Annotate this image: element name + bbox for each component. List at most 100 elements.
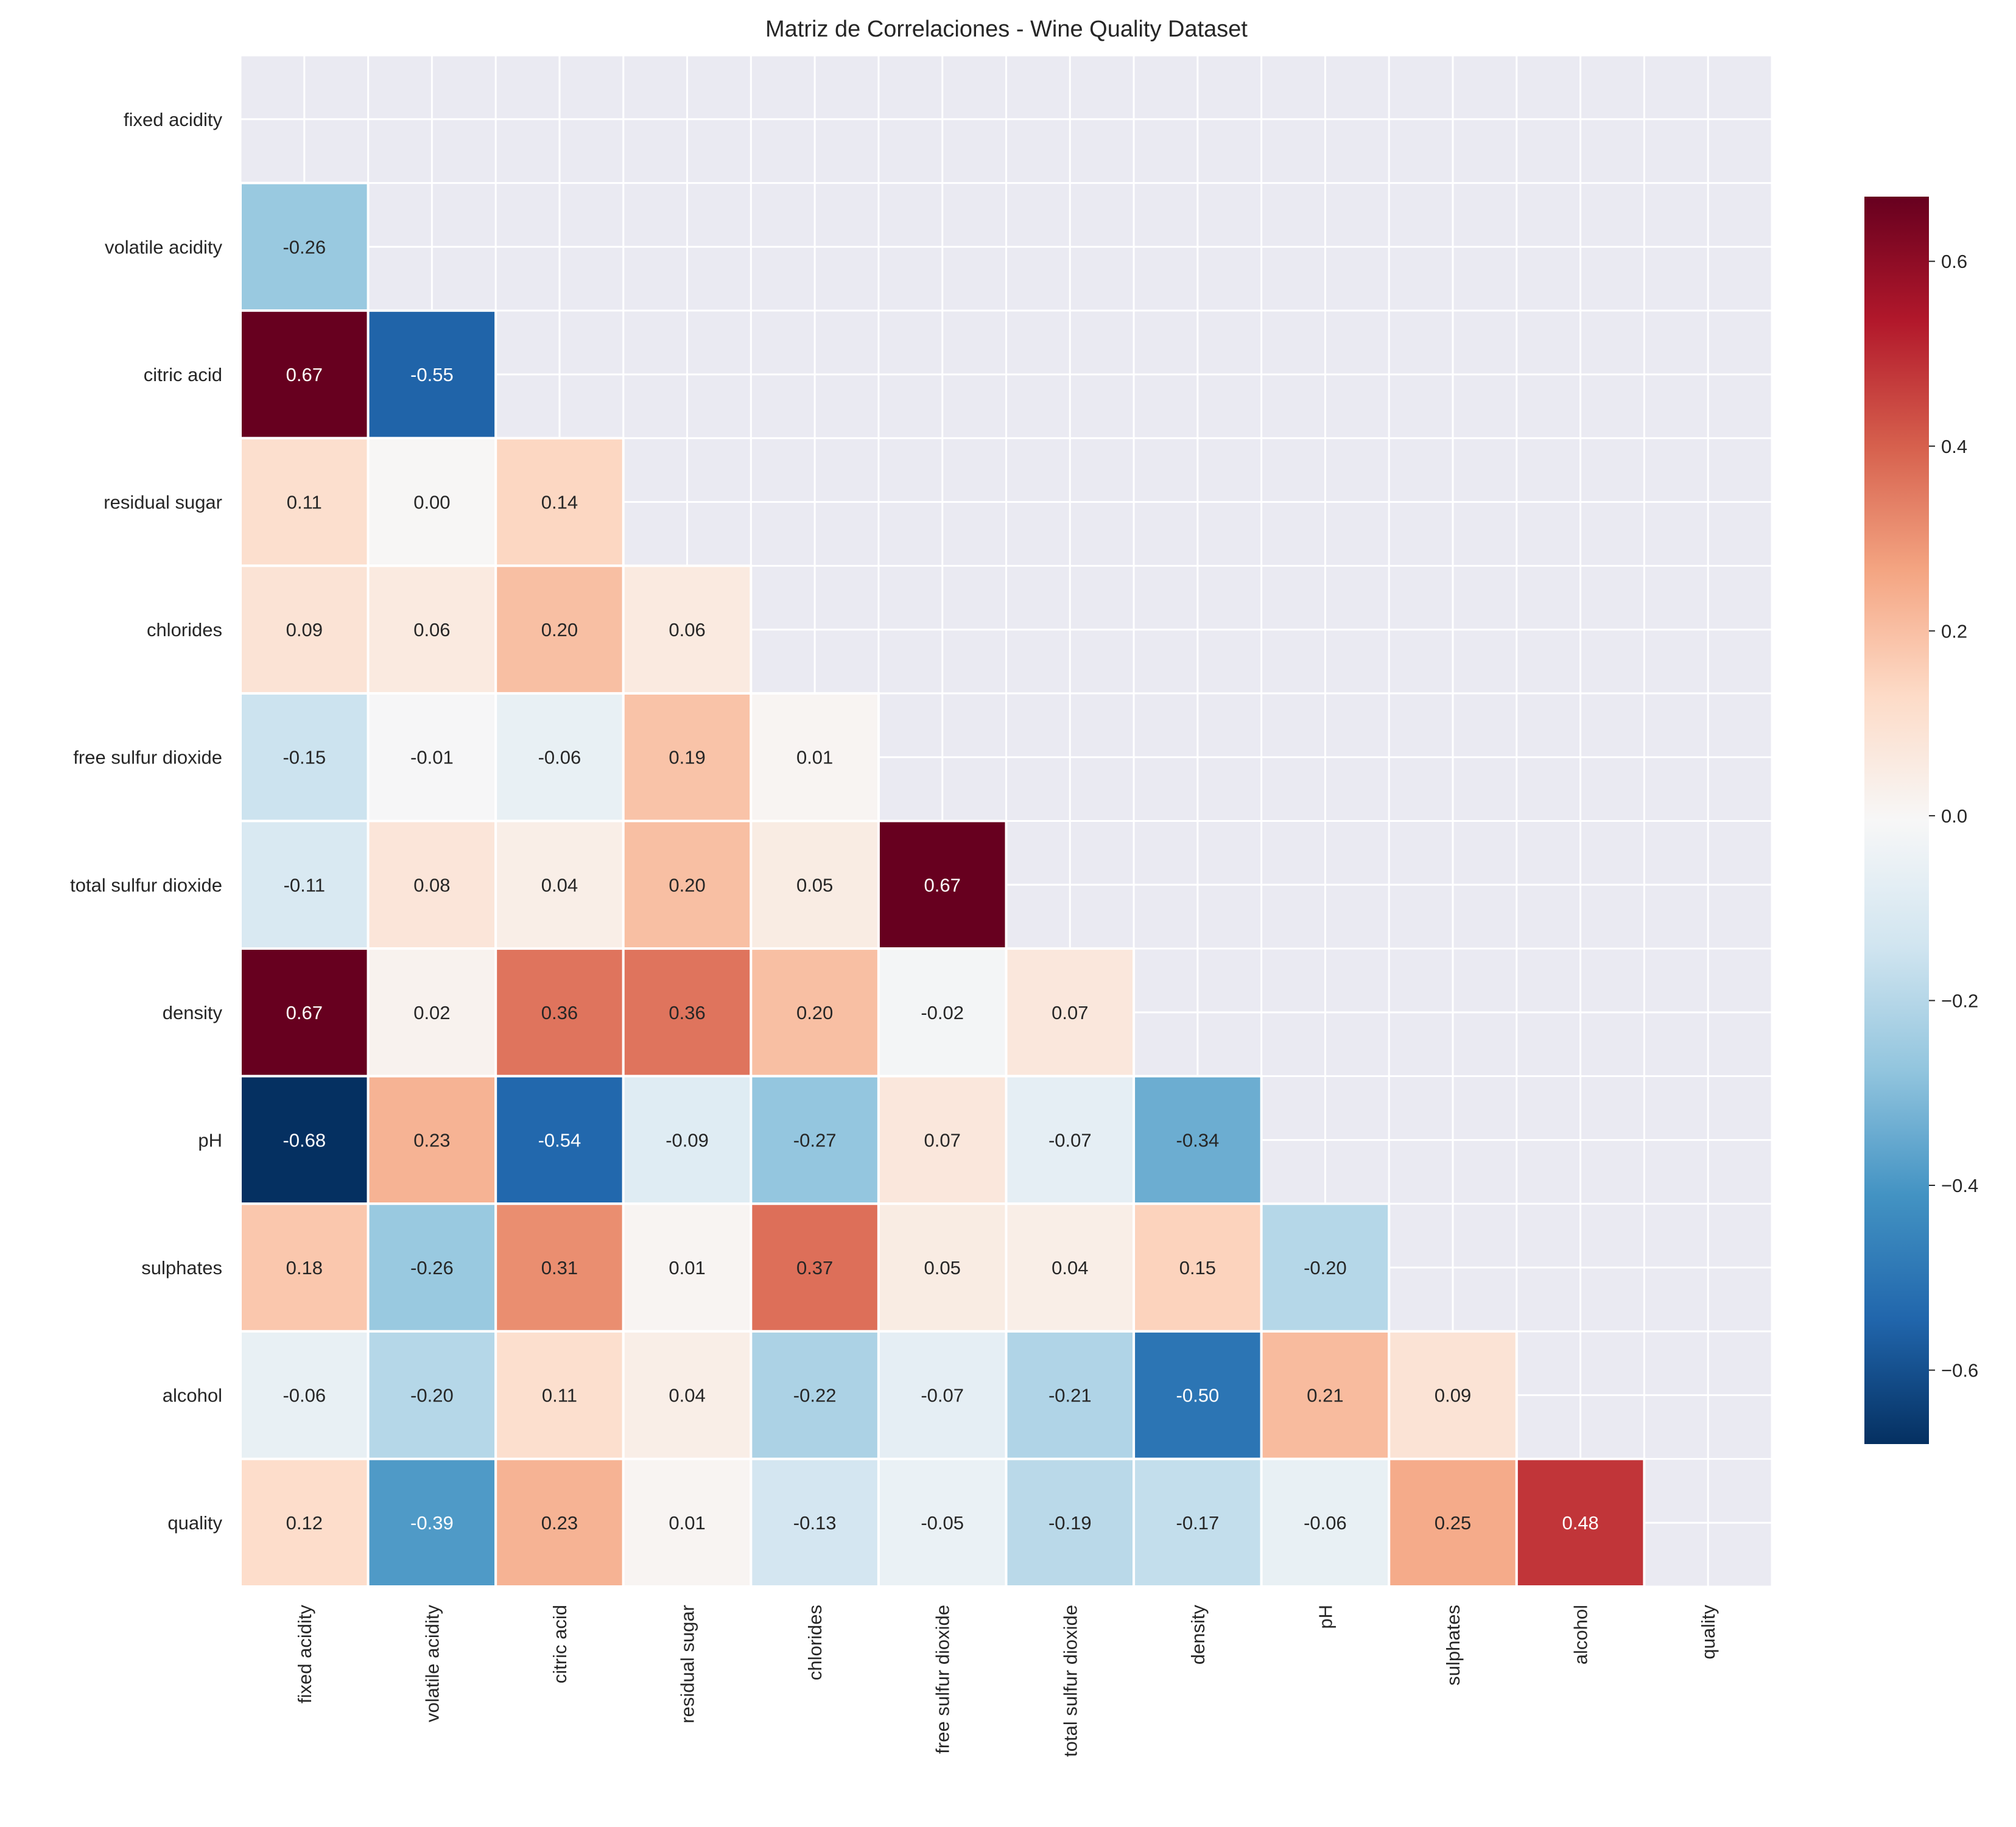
- heatmap-cell: [367, 1457, 497, 1588]
- cell-value-label: 0.15: [1179, 1257, 1216, 1278]
- cell-value-label: 0.12: [286, 1512, 323, 1534]
- cell-value-label: 0.67: [286, 364, 323, 385]
- heatmap-cell: [494, 1202, 625, 1333]
- heatmap-cell: [239, 309, 370, 440]
- heatmap-cell: [239, 1330, 370, 1461]
- x-tick-label: volatile acidity: [421, 1605, 443, 1722]
- colorbar-tick-label: −0.4: [1941, 1175, 1978, 1196]
- heatmap-cell: [750, 1202, 880, 1333]
- cell-value-label: -0.26: [283, 236, 326, 258]
- cell-value-label: 0.25: [1435, 1512, 1471, 1534]
- cell-value-label: -0.06: [538, 747, 581, 768]
- cell-value-label: 0.05: [796, 874, 833, 896]
- cell-value-label: -0.05: [921, 1512, 964, 1534]
- y-tick-label: pH: [198, 1129, 222, 1151]
- y-tick-label: alcohol: [163, 1385, 222, 1406]
- cell-value-label: 0.37: [796, 1257, 833, 1278]
- heatmap-cell: [1260, 1457, 1391, 1588]
- cell-value-label: -0.13: [793, 1512, 837, 1534]
- cell-value-label: 0.01: [796, 747, 833, 768]
- x-tick-label: density: [1187, 1605, 1209, 1665]
- x-tick-label: alcohol: [1570, 1605, 1592, 1664]
- heatmap-cell: [494, 437, 625, 567]
- heatmap-cell: [1133, 1457, 1263, 1588]
- heatmap-cell: [622, 819, 753, 950]
- heatmap-cell: [239, 564, 370, 695]
- cell-value-label: -0.15: [283, 747, 326, 768]
- cell-value-label: 0.21: [1307, 1385, 1343, 1406]
- heatmap-cell: [494, 947, 625, 1078]
- cell-value-label: 0.07: [1052, 1002, 1088, 1023]
- cell-value-label: -0.07: [1048, 1129, 1092, 1151]
- cell-value-label: 0.36: [669, 1002, 705, 1023]
- cell-value-label: -0.55: [410, 364, 454, 385]
- cell-value-label: -0.22: [793, 1385, 837, 1406]
- colorbar-tick-label: 0.6: [1941, 251, 1967, 272]
- cell-value-label: -0.17: [1176, 1512, 1220, 1534]
- heatmap-cell: [1260, 1330, 1391, 1461]
- heatmap-cell: [239, 819, 370, 950]
- cell-value-label: -0.06: [1304, 1512, 1347, 1534]
- cell-value-label: 0.23: [413, 1129, 450, 1151]
- cell-value-label: 0.31: [541, 1257, 578, 1278]
- heatmap-cell: [494, 819, 625, 950]
- heatmap-cell: [239, 947, 370, 1078]
- colorbar-gradient: [1864, 197, 1929, 1444]
- colorbar: −0.6 −0.4 −0.2 0.0 0.2 0.4 0.6: [1864, 197, 1978, 1444]
- cell-value-label: -0.02: [921, 1002, 964, 1023]
- cell-value-label: 0.04: [669, 1385, 705, 1406]
- cell-value-label: 0.20: [541, 619, 578, 640]
- cell-value-label: -0.21: [1048, 1385, 1092, 1406]
- heatmap-cell: [750, 692, 880, 822]
- cell-value-label: 0.67: [924, 874, 961, 896]
- cell-value-label: 0.09: [286, 619, 323, 640]
- heatmap-cell: [367, 819, 497, 950]
- colorbar-tick-label: −0.6: [1941, 1360, 1978, 1381]
- cell-value-label: -0.20: [1304, 1257, 1347, 1278]
- cell-value-label: 0.20: [796, 1002, 833, 1023]
- heatmap-cell: [1388, 1457, 1518, 1588]
- heatmap-cell: [622, 1457, 753, 1588]
- x-tick-label: citric acid: [549, 1605, 571, 1683]
- x-tick-label: residual sugar: [677, 1605, 698, 1724]
- y-tick-label: volatile acidity: [105, 236, 222, 258]
- cell-value-label: 0.20: [669, 874, 705, 896]
- cell-value-label: 0.06: [669, 619, 705, 640]
- cell-value-label: 0.36: [541, 1002, 578, 1023]
- cell-value-label: 0.00: [413, 492, 450, 513]
- heatmap-cell: [750, 947, 880, 1078]
- cell-value-label: 0.67: [286, 1002, 323, 1023]
- chart-title: Matriz de Correlaciones - Wine Quality D…: [765, 16, 1248, 42]
- cell-value-label: 0.01: [669, 1512, 705, 1534]
- cell-value-label: 0.08: [413, 874, 450, 896]
- heatmap-cell: [622, 564, 753, 695]
- heatmap-cell: [1388, 1330, 1518, 1461]
- heatmap-cell: [239, 1457, 370, 1588]
- cell-value-label: -0.01: [410, 747, 454, 768]
- cell-value-label: 0.06: [413, 619, 450, 640]
- x-tick-label: sulphates: [1442, 1605, 1464, 1686]
- cell-value-label: -0.27: [793, 1129, 837, 1151]
- cell-value-label: 0.04: [1052, 1257, 1088, 1278]
- cell-value-label: 0.19: [669, 747, 705, 768]
- cell-value-label: -0.11: [284, 874, 325, 896]
- y-tick-label: chlorides: [147, 619, 222, 640]
- heatmap-cell: [877, 1330, 1008, 1461]
- colorbar-tick-label: 0.0: [1941, 805, 1967, 827]
- heatmap-cell: [877, 1457, 1008, 1588]
- heatmap-cell: [367, 1330, 497, 1461]
- x-tick-label: pH: [1315, 1605, 1336, 1629]
- x-tick-label: total sulfur dioxide: [1059, 1605, 1081, 1757]
- heatmap-cell: [1133, 1202, 1263, 1333]
- heatmap-cell: [494, 1330, 625, 1461]
- colorbar-tick-label: 0.4: [1941, 436, 1967, 457]
- cell-value-label: -0.68: [283, 1129, 326, 1151]
- cell-value-label: -0.06: [283, 1385, 326, 1406]
- cell-value-label: 0.02: [413, 1002, 450, 1023]
- cell-value-label: 0.01: [669, 1257, 705, 1278]
- heatmap-cell: [622, 947, 753, 1078]
- cell-value-label: 0.09: [1435, 1385, 1471, 1406]
- heatmap-cell: [494, 1457, 625, 1588]
- x-tick-label: fixed acidity: [294, 1605, 315, 1703]
